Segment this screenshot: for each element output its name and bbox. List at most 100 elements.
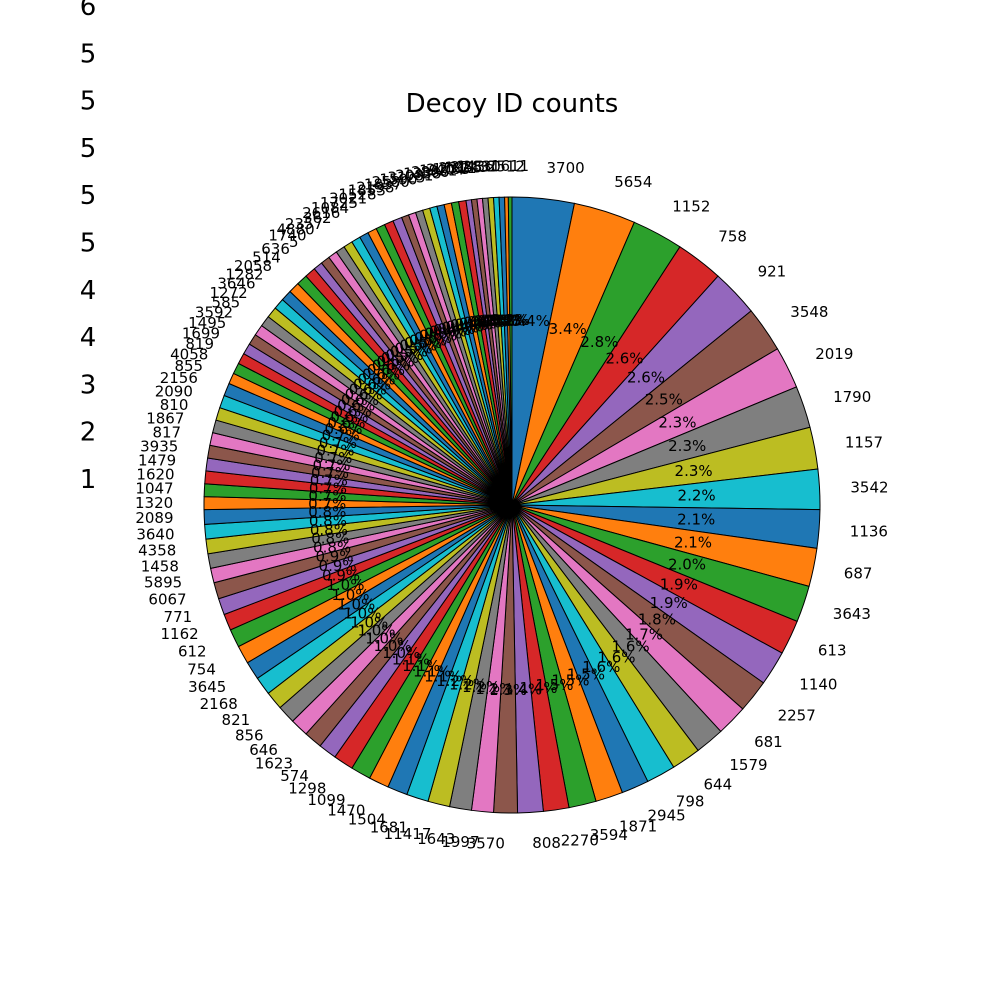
slice-percent-808: 1.4%	[504, 681, 542, 699]
slice-label-2089: 2089	[135, 509, 173, 527]
slice-label-3643: 3643	[833, 605, 871, 623]
slice-percent-1623: 1.0%	[374, 637, 412, 655]
side-number: 1	[80, 465, 97, 495]
slice-label-2616: 2616	[302, 204, 340, 222]
slice-label-1681: 1681	[370, 818, 408, 836]
side-number: 4	[80, 276, 97, 306]
slice-percent-687: 2.1%	[674, 534, 712, 552]
slice-label-821: 821	[222, 711, 251, 729]
percentage-labels: 3.4%3.4%2.8%2.6%2.6%2.5%2.3%2.3%2.3%2.2%…	[308, 311, 716, 699]
slice-percent-1495: 0.6%	[337, 397, 375, 415]
slice-label-2090: 2090	[155, 382, 193, 400]
slice-label-1495: 1495	[188, 314, 226, 332]
slice-percent-1579: 1.6%	[612, 638, 650, 656]
slice-percent-2945: 1.5%	[567, 665, 605, 683]
slice-label-362: 362	[303, 209, 332, 227]
slice-label-11417: 11417	[384, 825, 432, 843]
slice-percent-1436: 0.3%	[484, 311, 522, 329]
slice-percent-1590: 0.4%	[441, 319, 479, 337]
slice-label-514: 514	[252, 248, 281, 266]
slice-label-855: 855	[174, 357, 203, 375]
slice-label-1136: 1136	[850, 522, 888, 540]
slice-percent-1790: 2.3%	[668, 437, 706, 455]
slice-label-1298: 1298	[288, 780, 326, 798]
pie-slice-1611	[507, 196, 513, 506]
slice-percent-362: 0.5%	[395, 340, 433, 358]
slice-percent-3643: 2.0%	[668, 555, 706, 573]
slice-percent-1157: 2.3%	[675, 462, 713, 480]
slice-label-5: 5	[289, 233, 299, 251]
slice-percent-3645: 1.0%	[337, 595, 375, 613]
slice-label-2168: 2168	[200, 695, 238, 713]
slice-label-3646: 3646	[217, 275, 255, 293]
slice-percent-2311: 0.3%	[474, 312, 512, 330]
slice-percent-2580: 0.4%	[437, 320, 475, 338]
slice-label-2357: 2357	[285, 215, 323, 233]
slice-label-3700: 3700	[547, 159, 585, 177]
slice-percent-821: 1.0%	[350, 613, 388, 631]
slice-label-613: 613	[818, 642, 847, 660]
slice-percent-3570: 1.3%	[489, 681, 527, 699]
slice-label-1272: 1272	[210, 284, 248, 302]
slice-percent-3646: 0.6%	[353, 375, 391, 393]
slice-percent-1997: 1.2%	[475, 680, 513, 698]
slice-percent-1320: 0.7%	[308, 495, 346, 513]
slice-label-3548: 3548	[790, 303, 828, 321]
slice-label-3542: 3542	[850, 479, 888, 497]
slice-label-1504: 1504	[348, 811, 386, 829]
slice-percent-810: 0.7%	[316, 441, 354, 459]
slice-label-2257: 2257	[778, 706, 816, 724]
slice-label-1643: 1643	[417, 830, 455, 848]
slice-percent-1699: 0.6%	[334, 402, 372, 420]
slice-label-646: 646	[249, 741, 278, 759]
side-number: 5	[80, 229, 97, 259]
slice-label-2404: 2404	[426, 161, 464, 179]
slice-label-1084: 1084	[311, 199, 349, 217]
slice-percent-2616: 0.5%	[399, 337, 437, 355]
slice-label-1997: 1997	[441, 833, 479, 851]
slice-percent-613: 1.9%	[660, 576, 698, 594]
slice-percent-798: 1.6%	[582, 658, 620, 676]
slice-percent-4358: 0.8%	[310, 521, 348, 539]
slice-percent-3125: 0.4%	[446, 317, 484, 335]
slice-percent-2512: 0.2%	[490, 311, 528, 329]
slice-percent-3935: 0.7%	[311, 464, 349, 482]
slice-percent-612: 1.0%	[326, 576, 364, 594]
slice-label-1099: 1099	[307, 791, 345, 809]
side-number: 6	[80, 0, 97, 22]
slice-percent-1643: 1.2%	[462, 678, 500, 696]
slice-percent-2404: 0.3%	[467, 313, 505, 331]
slice-percent-1837: 0.4%	[433, 321, 471, 339]
slice-label-4880: 4880	[277, 221, 315, 239]
slice-percent-1099: 1.1%	[402, 657, 440, 675]
slice-percent-644: 1.6%	[597, 649, 635, 667]
slice-label-1837: 1837	[364, 176, 402, 194]
slice-label-771: 771	[164, 608, 193, 626]
slice-label-1740: 1740	[268, 227, 306, 245]
side-number: 4	[80, 323, 97, 353]
slice-percent-2156: 0.7%	[322, 427, 360, 445]
slice-label-574: 574	[280, 767, 309, 785]
slice-label-3645: 3645	[188, 678, 226, 696]
pie-slices	[203, 196, 821, 814]
slice-label-636: 636	[261, 240, 290, 258]
slice-label-798: 798	[676, 793, 705, 811]
slice-percent-819: 0.6%	[330, 408, 368, 426]
side-number: 5	[80, 181, 97, 211]
slice-percent-636: 0.6%	[372, 356, 410, 374]
slice-percent-11417: 1.2%	[449, 676, 487, 694]
slice-label-1763: 1763	[432, 160, 470, 178]
slice-label-1458: 1458	[141, 558, 179, 576]
slice-percent-1867: 0.7%	[314, 449, 352, 467]
slice-percent-1047: 0.7%	[308, 487, 346, 505]
slice-percent-856: 1.0%	[357, 622, 395, 640]
slice-percent-4880: 0.5%	[385, 346, 423, 364]
slice-label-2830: 2830	[463, 157, 501, 175]
slice-label-2311: 2311	[438, 159, 476, 177]
slice-label-1871: 1871	[619, 818, 657, 836]
slice-label-1047: 1047	[135, 480, 173, 498]
slice-percent-3640: 0.8%	[309, 512, 347, 530]
slice-percent-5: 0.5%	[376, 353, 414, 371]
slice-label-1470: 1470	[327, 801, 365, 819]
slice-percent-1470: 1.1%	[413, 663, 451, 681]
